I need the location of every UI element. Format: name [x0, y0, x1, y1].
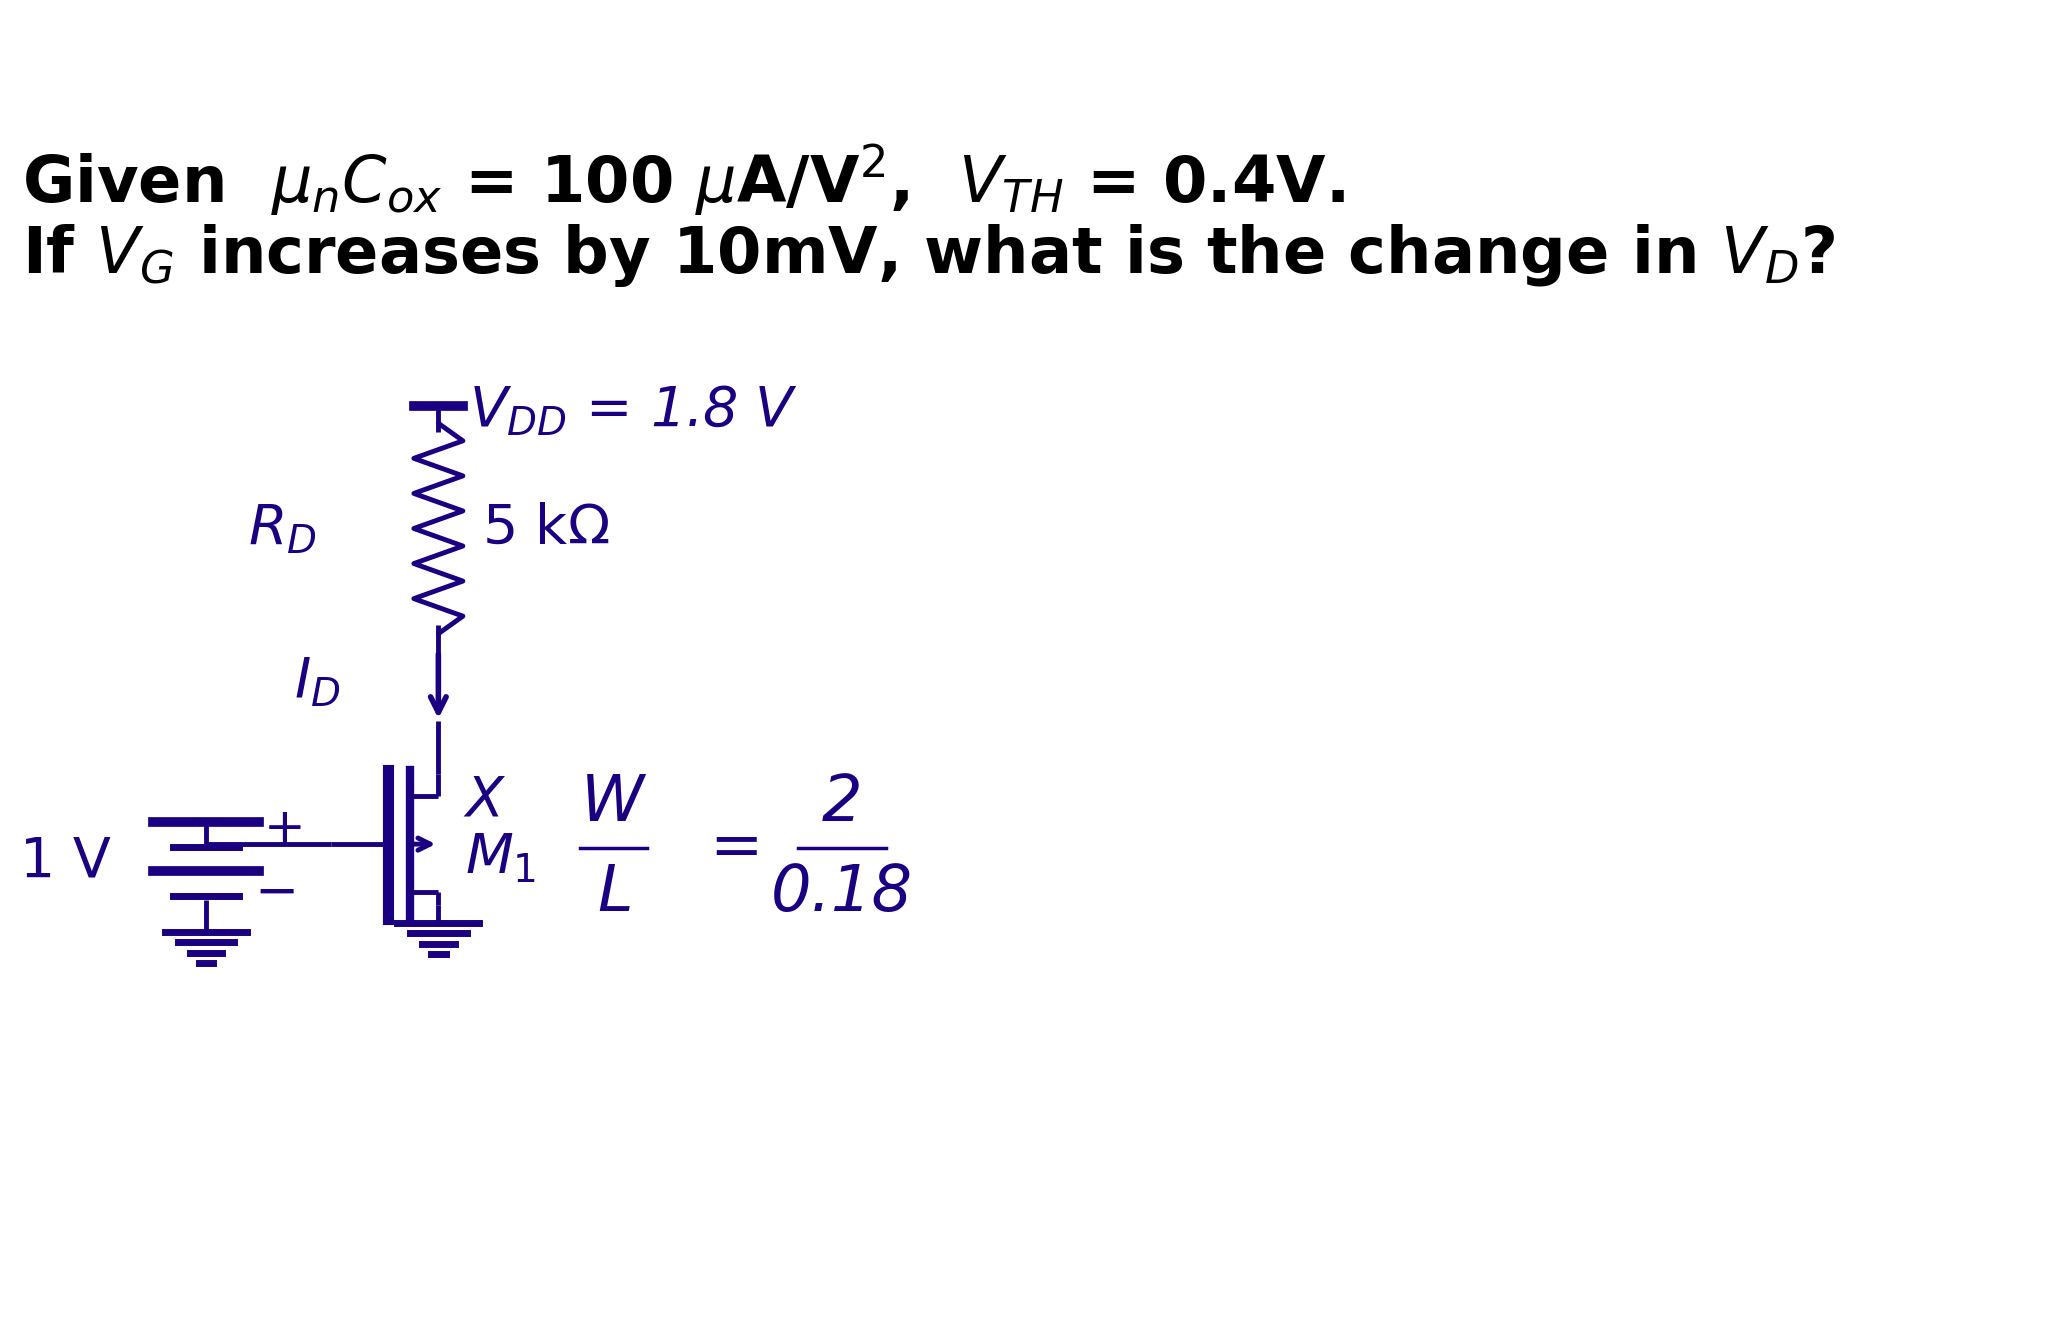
Text: $X$: $X$ — [462, 774, 505, 826]
Text: 0.18: 0.18 — [771, 862, 913, 924]
Text: =: = — [710, 817, 763, 879]
Text: $V_{DD}$ = 1.8 V: $V_{DD}$ = 1.8 V — [469, 383, 798, 437]
Text: If $V_G$ increases by 10mV, what is the change in $V_D$?: If $V_G$ increases by 10mV, what is the … — [23, 222, 1835, 289]
Text: −: − — [254, 866, 299, 919]
Text: Given  $\mu_n C_{ox}$ = 100 $\mu$A/V$^2$,  $V_{TH}$ = 0.4V.: Given $\mu_n C_{ox}$ = 100 $\mu$A/V$^2$,… — [23, 143, 1344, 218]
Text: 5 k$\Omega$: 5 k$\Omega$ — [483, 502, 610, 556]
Text: $M_1$: $M_1$ — [464, 830, 536, 884]
Text: $I_D$: $I_D$ — [295, 656, 340, 709]
Text: $L$: $L$ — [597, 862, 630, 924]
Text: +: + — [264, 805, 305, 853]
Text: 1 V: 1 V — [20, 834, 110, 888]
Text: $W$: $W$ — [581, 772, 647, 834]
Text: 2: 2 — [820, 772, 861, 834]
Text: $R_D$: $R_D$ — [248, 502, 317, 554]
